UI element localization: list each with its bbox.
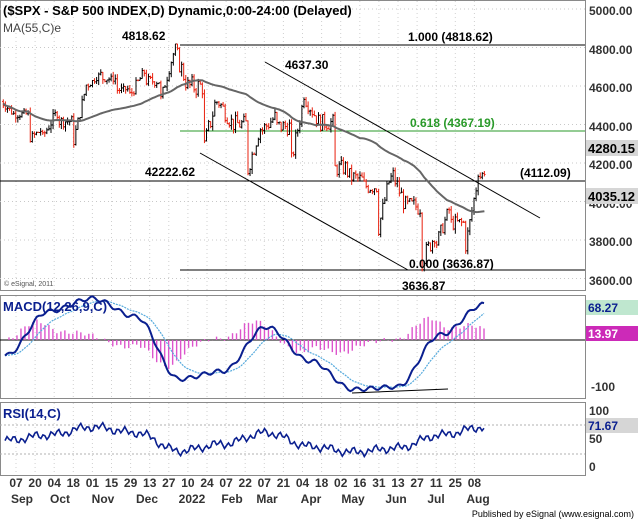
rsi-value-tag bbox=[586, 418, 638, 433]
last-price-tag bbox=[586, 140, 638, 156]
rsi-tick-label: 100 bbox=[589, 404, 609, 418]
macd-tick-label: -100 bbox=[591, 380, 615, 394]
macd-grid bbox=[15, 296, 475, 398]
x-day-label: 15 bbox=[105, 476, 119, 490]
macd-signal-line bbox=[4, 300, 485, 388]
x-month-label: 2022 bbox=[179, 492, 206, 506]
x-day-label: 16 bbox=[353, 476, 367, 490]
price-panel-frame bbox=[0, 0, 586, 291]
rsi-line bbox=[4, 421, 485, 459]
x-axis-days: 07 20 04 18 01 15 29 13 27 10 24 07 22 07 21 04 18 02 16 31… bbox=[9, 476, 481, 490]
rsi-panel-frame bbox=[0, 402, 586, 476]
macd-title: MACD(12,26,9,C) bbox=[3, 299, 107, 314]
channel-upper-line bbox=[264, 61, 541, 219]
macd-value: 68.27 bbox=[588, 301, 618, 315]
macd-hist-value: 13.97 bbox=[588, 327, 618, 341]
x-day-label: 24 bbox=[200, 476, 214, 490]
x-day-label: 01 bbox=[86, 476, 100, 490]
x-day-label: 22 bbox=[239, 476, 253, 490]
x-month-label: Jul bbox=[427, 492, 444, 506]
price-tick-label: 4200.00 bbox=[589, 158, 633, 172]
ma-label: MA(55,C)e bbox=[3, 21, 61, 35]
x-month-label: Jun bbox=[385, 492, 406, 506]
x-day-label: 07 bbox=[258, 476, 272, 490]
x-month-label: Mar bbox=[256, 492, 278, 506]
x-day-label: 08 bbox=[468, 476, 482, 490]
annotation-resistance: (4112.09) bbox=[520, 166, 571, 180]
x-day-label: 10 bbox=[181, 476, 195, 490]
frames bbox=[0, 0, 586, 476]
last-price-value: 4280.15 bbox=[588, 141, 635, 156]
x-axis-months: Sep Oct Nov Dec 2022 Feb Mar Apr May Jun Jul Aug bbox=[11, 492, 490, 506]
price-y-axis: 5000.00 4800.00 4600.00 4400.00 4200.00 … bbox=[589, 4, 633, 288]
x-month-label: Aug bbox=[466, 492, 489, 506]
macd-hist-tag bbox=[586, 326, 638, 341]
macd-divergence-line bbox=[351, 388, 449, 394]
ma-value: 4035.12 bbox=[588, 189, 635, 204]
x-day-label: 13 bbox=[143, 476, 157, 490]
x-day-label: 07 bbox=[219, 476, 233, 490]
annotation-support: 42222.62 bbox=[145, 165, 195, 179]
annotation-fib-000: 0.000 (3636.87) bbox=[409, 257, 494, 271]
annotation-high: 4818.62 bbox=[122, 29, 166, 43]
chart-title: ($SPX - S&P 500 INDEX,D) Dynamic,0:00-24… bbox=[3, 3, 352, 18]
macd-histogram bbox=[8, 316, 485, 369]
x-month-label: Nov bbox=[92, 492, 115, 506]
rsi-grid bbox=[15, 403, 475, 475]
x-day-label: 31 bbox=[372, 476, 386, 490]
annotation-low: 3636.87 bbox=[402, 279, 446, 293]
x-day-label: 18 bbox=[67, 476, 81, 490]
x-day-label: 18 bbox=[315, 476, 329, 490]
annotation-lower-high: 4637.30 bbox=[285, 58, 329, 72]
x-day-label: 04 bbox=[48, 476, 62, 490]
rsi-tick-label: 0 bbox=[589, 460, 596, 474]
x-day-label: 07 bbox=[9, 476, 23, 490]
x-day-label: 25 bbox=[449, 476, 463, 490]
price-tick-label: 5000.00 bbox=[589, 4, 633, 18]
price-tick-label: 3600.00 bbox=[589, 274, 633, 288]
annotation-fib-618: 0.618 (4367.19) bbox=[410, 116, 495, 130]
watermark: © eSignal, 2011 bbox=[4, 280, 54, 288]
x-day-label: 29 bbox=[124, 476, 138, 490]
x-month-label: Feb bbox=[221, 492, 242, 506]
x-month-label: Oct bbox=[50, 492, 70, 506]
ma-line bbox=[2, 79, 485, 214]
x-day-label: 21 bbox=[277, 476, 291, 490]
macd-panel-frame bbox=[0, 295, 586, 399]
x-month-label: May bbox=[341, 492, 365, 506]
price-tick-label: 4600.00 bbox=[589, 81, 633, 95]
price-grid bbox=[0, 1, 585, 290]
rsi-value: 71.67 bbox=[588, 419, 618, 433]
channel-lower-line bbox=[199, 152, 409, 271]
price-tick-label: 4800.00 bbox=[589, 43, 633, 57]
x-month-label: Apr bbox=[301, 492, 322, 506]
x-day-label: 02 bbox=[334, 476, 348, 490]
price-tick-label: 3800.00 bbox=[589, 235, 633, 249]
price-tick-label: 4400.00 bbox=[589, 120, 633, 134]
x-day-label: 20 bbox=[28, 476, 42, 490]
macd-line bbox=[4, 295, 485, 393]
rsi-title: RSI(14,C) bbox=[3, 406, 61, 421]
x-month-label: Dec bbox=[136, 492, 158, 506]
candlestick-series bbox=[2, 43, 486, 272]
x-day-label: 13 bbox=[391, 476, 405, 490]
rsi-tick-label: 50 bbox=[589, 432, 603, 446]
x-day-label: 04 bbox=[296, 476, 310, 490]
annotation-fib-100: 1.000 (4818.62) bbox=[408, 30, 493, 44]
x-day-label: 27 bbox=[410, 476, 424, 490]
x-month-label: Sep bbox=[11, 492, 33, 506]
macd-value-tag bbox=[586, 300, 638, 315]
footer-published: Published by eSignal (www.esignal.com) bbox=[472, 509, 634, 519]
ma-value-tag bbox=[586, 188, 638, 204]
x-day-label: 11 bbox=[430, 476, 443, 490]
x-day-label: 27 bbox=[162, 476, 176, 490]
